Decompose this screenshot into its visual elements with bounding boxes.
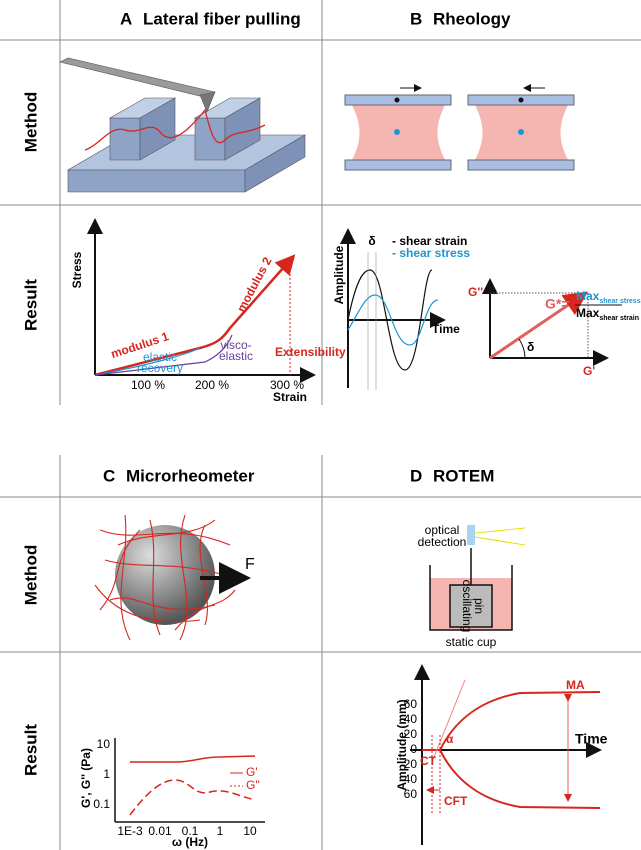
annotation: recovery: [137, 361, 183, 375]
row-label: Method: [21, 92, 40, 152]
x-tick-label: 0.01: [148, 824, 172, 838]
x-axis-label: Time: [575, 731, 608, 747]
device-label: pin: [472, 598, 486, 614]
y-tick-label: 0.1: [93, 797, 110, 811]
formula-numerator: Maxshear stress: [576, 289, 641, 305]
fiber-pulling-illustration: [60, 58, 305, 192]
modulus-formula: G*=: [545, 296, 570, 312]
panel-title: Rheology: [433, 9, 511, 28]
panel-letter: D: [410, 466, 422, 485]
y-axis-label: G', G'' (Pa): [79, 748, 93, 808]
y-tick-label: 60: [404, 697, 418, 711]
y-tick-label: 60: [404, 787, 418, 801]
force-label: F: [245, 556, 255, 573]
panel-title: ROTEM: [433, 466, 494, 485]
panel-letter: C: [103, 466, 115, 485]
y-tick-label: 40: [404, 772, 418, 786]
phase-label: δ: [368, 234, 375, 248]
formula-text: Max: [576, 306, 600, 320]
x-tick-label: 10: [243, 824, 257, 838]
x-axis-label: Strain: [273, 390, 307, 404]
rotem-plot: [410, 668, 600, 845]
row-label: Result: [21, 724, 40, 776]
formula-subscript: shear strain: [599, 315, 639, 322]
y-tick-label: 20: [404, 727, 418, 741]
device-label: static cup: [446, 635, 497, 649]
x-tick-label: 1: [217, 824, 224, 838]
y-axis-label: Amplitude: [332, 245, 346, 304]
annotation: α: [446, 732, 454, 746]
annotation: CFT: [444, 794, 468, 808]
panel-letter: A: [120, 9, 132, 28]
formula-denominator: Maxshear strain: [576, 306, 639, 322]
y-axis-label: Stress: [70, 251, 84, 288]
panel-letter: B: [410, 9, 422, 28]
y-tick-label: 20: [404, 757, 418, 771]
annotation: elastic: [219, 349, 253, 363]
figure: A Lateral fiber pulling B Rheology C Mic…: [0, 0, 641, 850]
angle-label: δ: [527, 340, 534, 354]
annotation: MA: [566, 678, 585, 692]
x-axis-label: Time: [432, 322, 460, 336]
annotation: CT: [420, 754, 437, 768]
legend-entry: - shear stress: [392, 246, 470, 260]
row-label: Result: [21, 279, 40, 331]
legend-entry: G'': [246, 778, 260, 792]
y-tick-label: 10: [97, 737, 111, 751]
panel-title: Microrheometer: [126, 466, 255, 485]
x-tick-label: 1E-3: [117, 824, 143, 838]
annotation: Extensibility: [275, 345, 346, 359]
microrheometer-illustration: [95, 515, 243, 640]
formula-subscript: shear stress: [599, 298, 640, 305]
formula-text: Max: [576, 289, 600, 303]
frequency-sweep-plot: [115, 738, 265, 822]
row-label: Method: [21, 545, 40, 605]
x-tick-label: 100 %: [131, 378, 165, 392]
x-axis-label: ω (Hz): [172, 835, 208, 849]
axis-label: G'': [468, 285, 483, 299]
y-tick-label: 0: [410, 742, 417, 756]
x-tick-label: 300 %: [270, 378, 304, 392]
legend-entry: G': [246, 765, 258, 779]
x-tick-label: 200 %: [195, 378, 229, 392]
device-label: detection: [418, 535, 467, 549]
y-tick-label: 1: [103, 767, 110, 781]
device-label: oscillating: [460, 580, 474, 633]
rheology-illustration: [345, 88, 574, 170]
panel-title: Lateral fiber pulling: [143, 9, 301, 28]
y-tick-label: 40: [404, 712, 418, 726]
axis-label: G': [583, 364, 595, 378]
